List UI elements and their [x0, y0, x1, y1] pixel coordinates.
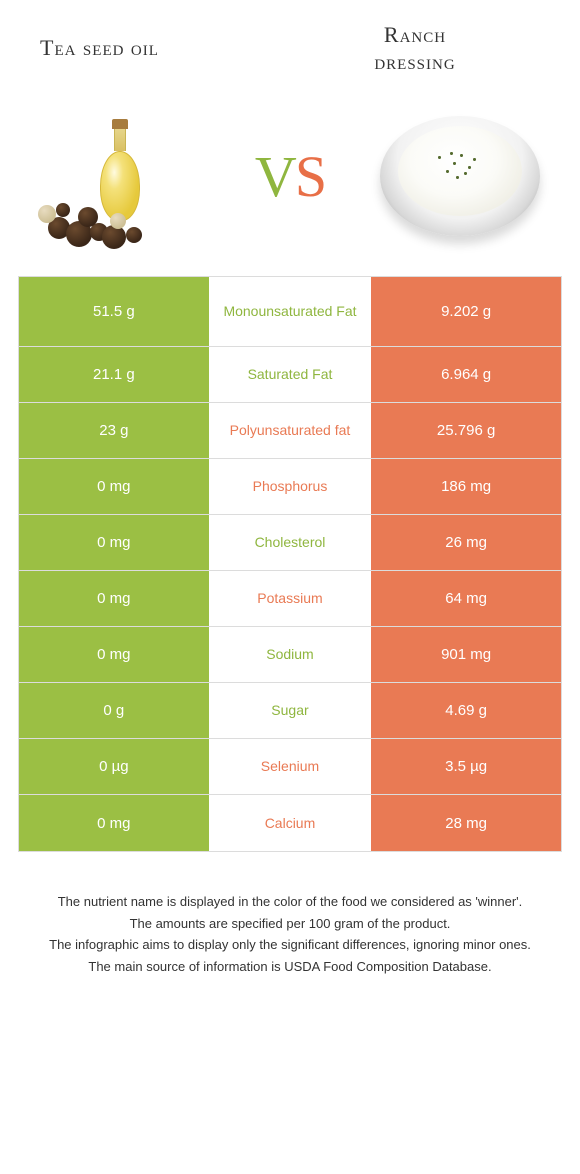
footer-line-4: The main source of information is USDA F… — [30, 957, 550, 977]
value-right: 6.964 g — [371, 347, 561, 402]
nutrient-label: Potassium — [209, 571, 372, 626]
value-right: 4.69 g — [371, 683, 561, 738]
nutrient-label: Sugar — [209, 683, 372, 738]
vs-label: VS — [255, 143, 325, 210]
header: Tea seed oil Ranch dressing — [0, 0, 580, 86]
value-left: 0 mg — [19, 459, 209, 514]
table-row: 0 mgPotassium64 mg — [19, 571, 561, 627]
ranch-dressing-image — [370, 101, 550, 251]
value-left: 0 mg — [19, 571, 209, 626]
value-right: 28 mg — [371, 795, 561, 851]
comparison-table: 51.5 gMonounsaturated Fat9.202 g21.1 gSa… — [18, 276, 562, 852]
table-row: 21.1 gSaturated Fat6.964 g — [19, 347, 561, 403]
nutrient-label: Saturated Fat — [209, 347, 372, 402]
vs-s: S — [295, 144, 325, 209]
value-left: 21.1 g — [19, 347, 209, 402]
value-left: 0 µg — [19, 739, 209, 794]
value-left: 0 mg — [19, 795, 209, 851]
table-row: 51.5 gMonounsaturated Fat9.202 g — [19, 277, 561, 347]
table-row: 23 gPolyunsaturated fat25.796 g — [19, 403, 561, 459]
tea-seed-oil-image — [30, 101, 210, 251]
table-row: 0 µgSelenium3.5 µg — [19, 739, 561, 795]
nutrient-label: Cholesterol — [209, 515, 372, 570]
vs-v: V — [255, 144, 295, 209]
nutrient-label: Phosphorus — [209, 459, 372, 514]
table-row: 0 mgCholesterol26 mg — [19, 515, 561, 571]
value-right: 186 mg — [371, 459, 561, 514]
title-left: Tea seed oil — [40, 34, 290, 62]
value-right: 26 mg — [371, 515, 561, 570]
table-row: 0 mgSodium901 mg — [19, 627, 561, 683]
footer-line-2: The amounts are specified per 100 gram o… — [30, 914, 550, 934]
table-row: 0 gSugar4.69 g — [19, 683, 561, 739]
nutrient-label: Polyunsaturated fat — [209, 403, 372, 458]
nutrient-label: Selenium — [209, 739, 372, 794]
value-right: 3.5 µg — [371, 739, 561, 794]
footer-line-3: The infographic aims to display only the… — [30, 935, 550, 955]
value-right: 9.202 g — [371, 277, 561, 346]
value-left: 23 g — [19, 403, 209, 458]
nutrient-label: Monounsaturated Fat — [209, 277, 372, 346]
value-left: 0 mg — [19, 627, 209, 682]
table-row: 0 mgPhosphorus186 mg — [19, 459, 561, 515]
images-row: VS — [0, 86, 580, 276]
value-right: 25.796 g — [371, 403, 561, 458]
value-left: 0 mg — [19, 515, 209, 570]
footer-notes: The nutrient name is displayed in the co… — [30, 892, 550, 976]
table-row: 0 mgCalcium28 mg — [19, 795, 561, 851]
nutrient-label: Sodium — [209, 627, 372, 682]
value-right: 64 mg — [371, 571, 561, 626]
value-left: 0 g — [19, 683, 209, 738]
value-right: 901 mg — [371, 627, 561, 682]
title-right: Ranch dressing — [290, 21, 540, 76]
nutrient-label: Calcium — [209, 795, 372, 851]
value-left: 51.5 g — [19, 277, 209, 346]
footer-line-1: The nutrient name is displayed in the co… — [30, 892, 550, 912]
